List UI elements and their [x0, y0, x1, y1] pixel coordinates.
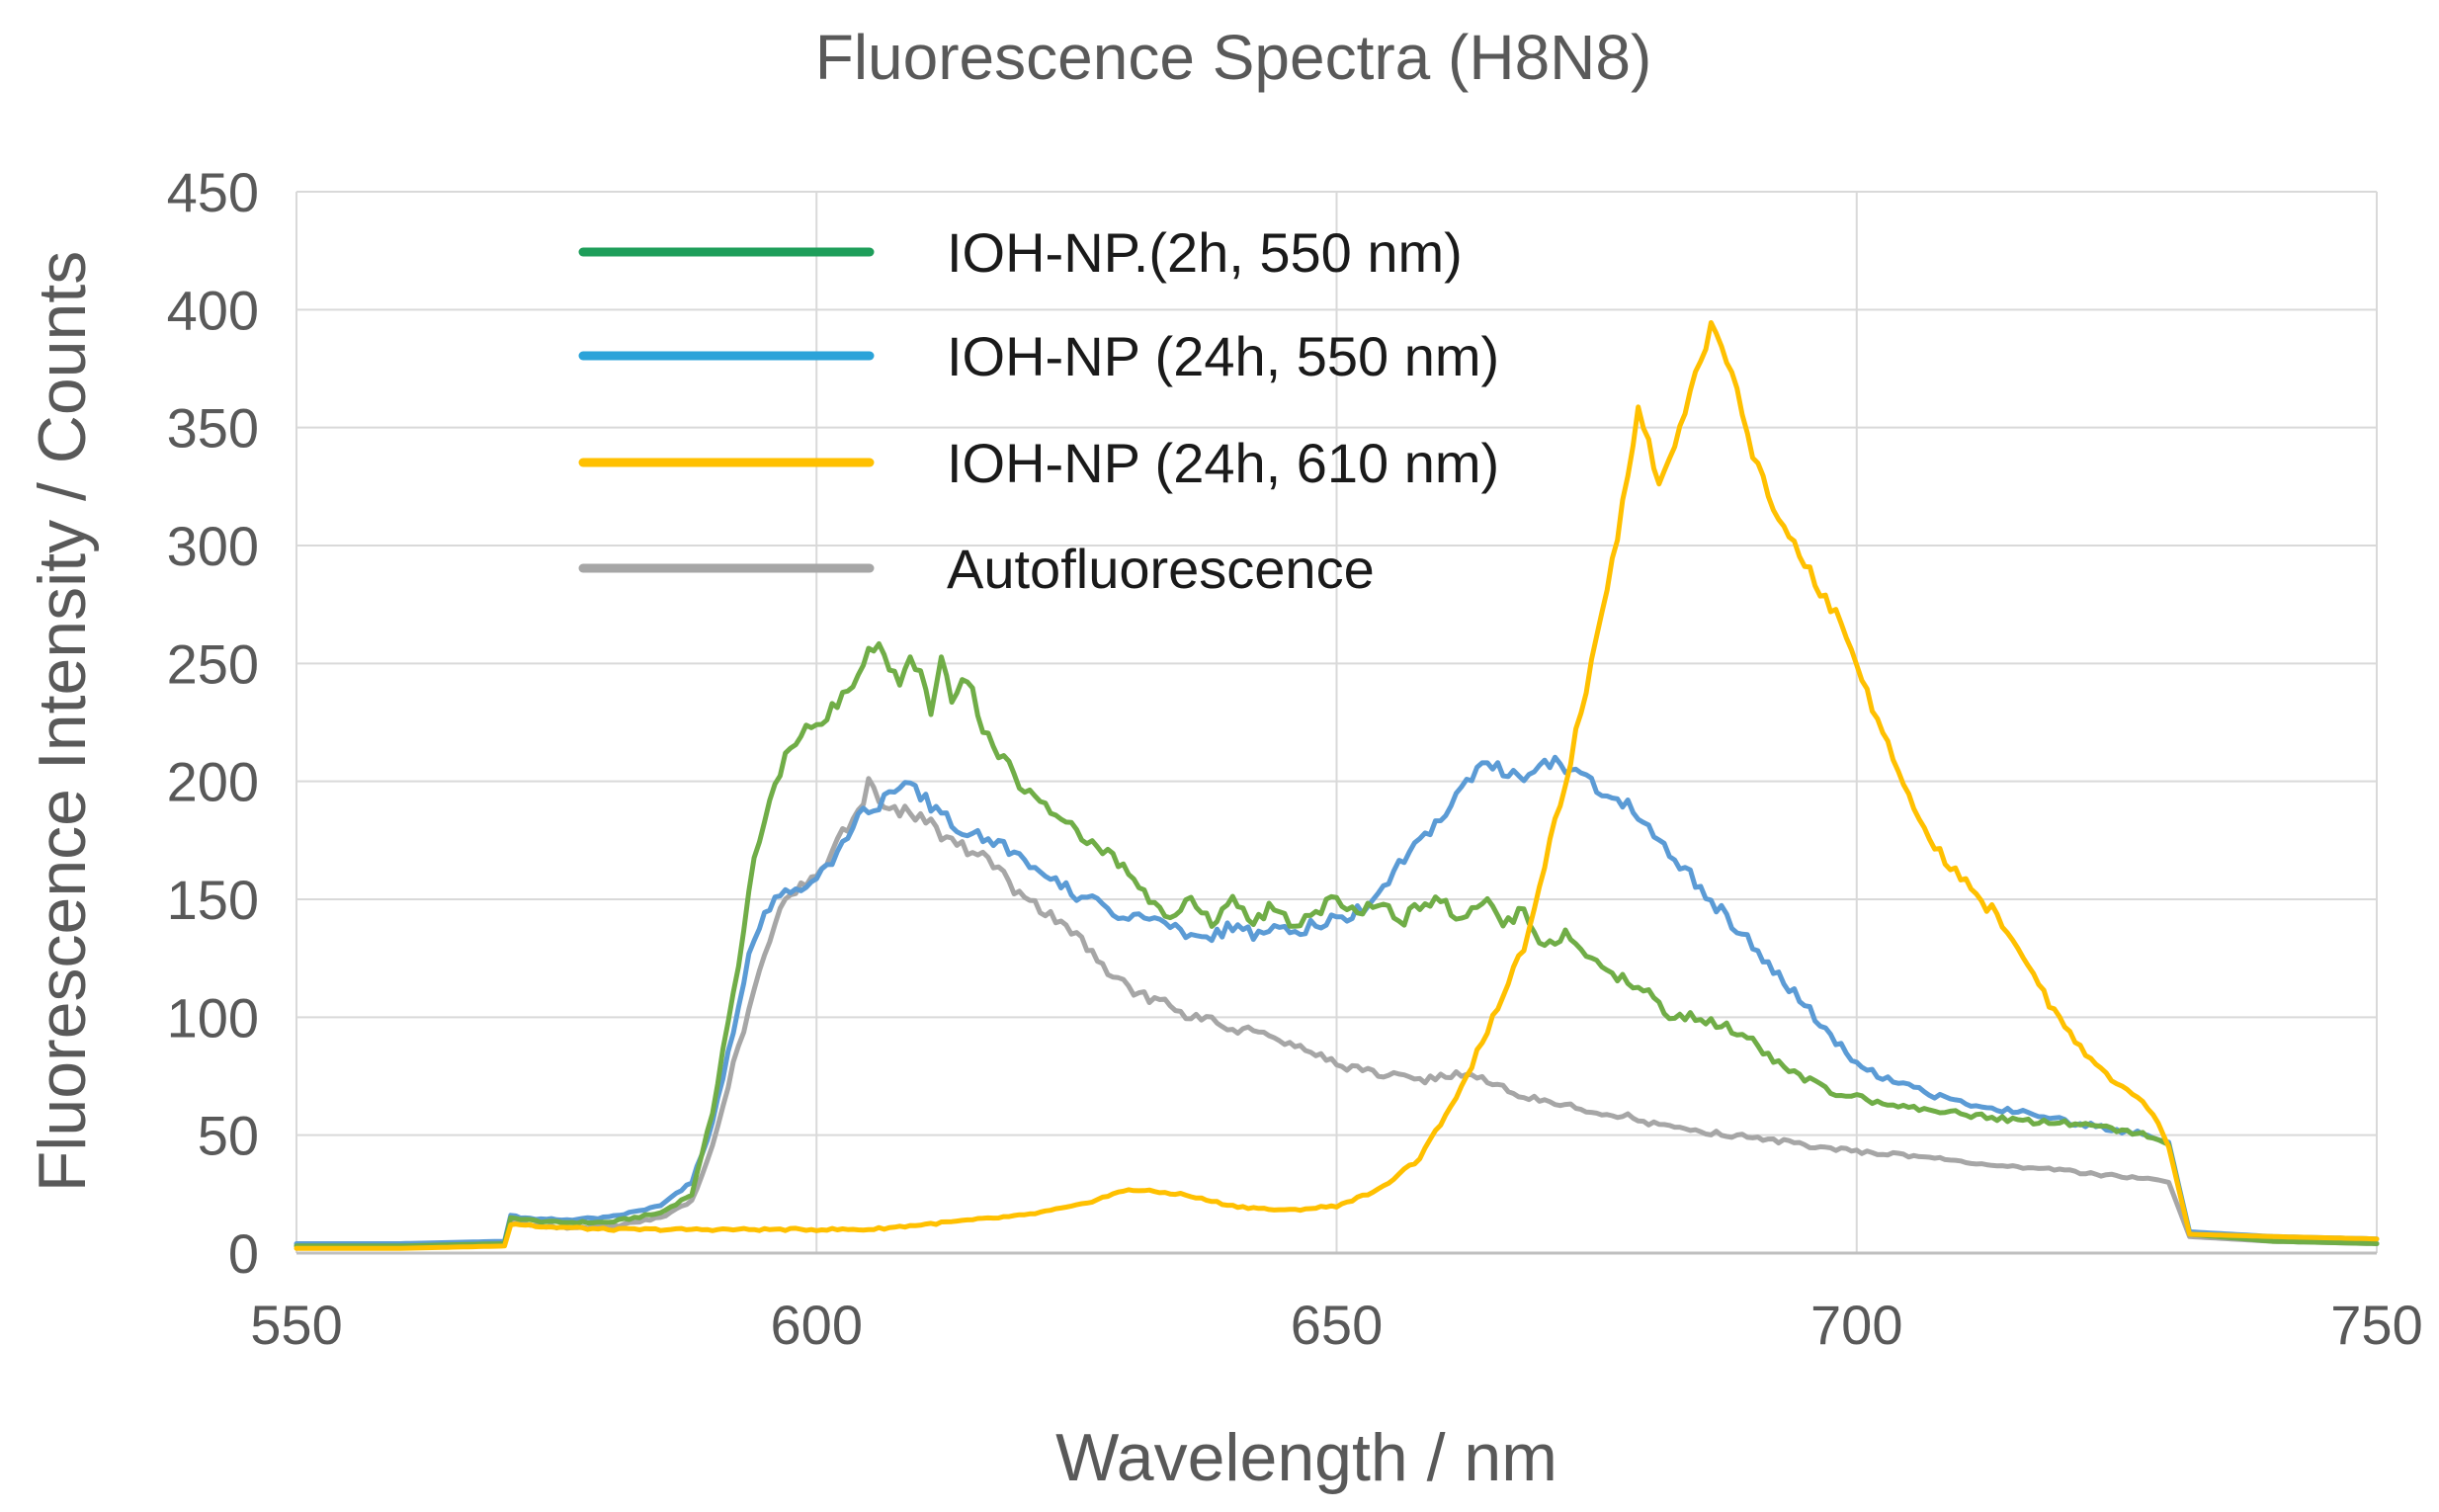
- y-tick-label: 100: [167, 986, 259, 1049]
- x-tick-label: 700: [1810, 1294, 1902, 1356]
- legend-label-3: Autofluorescence: [947, 538, 1375, 600]
- legend-label-2: IOH-NP (24h, 610 nm): [947, 432, 1499, 494]
- y-tick-label: 250: [167, 632, 259, 695]
- series-line-3: [294, 776, 2380, 1249]
- grid-lines: [295, 191, 2378, 1254]
- y-axis-label: Fluorescence Intensity / Counts: [25, 251, 100, 1192]
- y-tick-label: 400: [167, 279, 259, 341]
- series-lines: [294, 320, 2380, 1251]
- x-tick-label: 600: [771, 1294, 863, 1356]
- x-tick-label: 650: [1291, 1294, 1383, 1356]
- y-tick-label: 0: [228, 1222, 259, 1285]
- y-tick-label: 200: [167, 751, 259, 813]
- x-tick-label: 550: [250, 1294, 342, 1356]
- axes: 0 50 100 150 200 250 300 350 400 450 550 600 650 700 7…: [167, 161, 2423, 1356]
- y-tick-label: 50: [198, 1105, 259, 1167]
- series-line-0: [294, 640, 2380, 1249]
- chart-title: Fluorescence Spectra (H8N8): [815, 22, 1652, 93]
- series-line-2: [294, 320, 2380, 1251]
- y-tick-label: 300: [167, 515, 259, 577]
- y-tick-label: 150: [167, 869, 259, 931]
- legend-label-1: IOH-NP (24h, 550 nm): [947, 325, 1499, 387]
- y-tick-label: 350: [167, 397, 259, 460]
- legend-label-0: IOH-NP.(2h, 550 nm): [947, 221, 1463, 284]
- x-axis-label: Wavelength / nm: [1055, 1420, 1557, 1495]
- legend: IOH-NP.(2h, 550 nm) IOH-NP (24h, 550 nm) I…: [578, 221, 1499, 600]
- x-tick-label: 750: [2330, 1294, 2422, 1356]
- y-tick-label: 450: [167, 161, 259, 223]
- series-line-1: [294, 754, 2380, 1246]
